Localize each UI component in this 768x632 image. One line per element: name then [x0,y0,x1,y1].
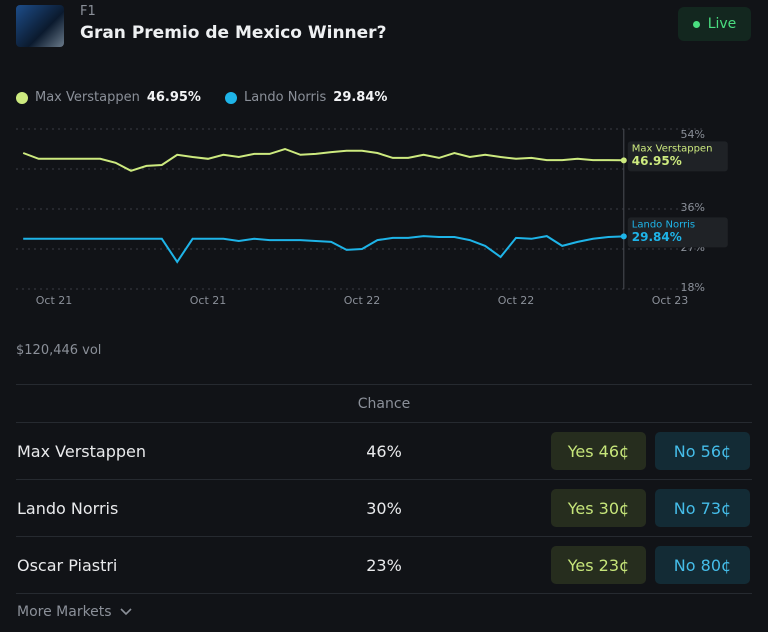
table-header: Chance [16,384,752,423]
market-row: Lando Norris 30% Yes 30¢ No 73¢ [16,480,752,537]
end-label-box [627,141,728,172]
legend-item: Lando Norris 29.84% [224,90,388,105]
outcome-chance: 46% [366,442,402,461]
live-dot [692,20,700,28]
x-tick-label: Oct 21 [36,294,73,307]
end-label-name: Lando Norris [632,219,695,230]
legend-name: Max Verstappen [35,90,140,105]
outcome-name: Lando Norris [17,499,119,518]
x-tick-label: Oct 22 [344,294,381,307]
outcome-chance: 30% [366,499,402,518]
more-markets[interactable]: More Markets [17,604,132,620]
legend-value: 29.84% [333,90,388,105]
end-dot [620,233,627,240]
legend: Max Verstappen 46.95% Lando Norris 29.84% [16,90,387,105]
market-title: Gran Premio de Mexico Winner? [80,23,387,43]
category: F1 [80,4,96,19]
legend-dot [224,91,237,104]
x-tick-label: Oct 21 [190,294,227,307]
end-label-value: 46.95% [632,154,682,168]
market-row: Max Verstappen 46% Yes 46¢ No 56¢ [16,423,752,480]
legend-dot [16,91,28,104]
buy-no[interactable]: No 56¢ [655,432,750,470]
end-dot [620,157,627,164]
chance-header: Chance [357,395,411,412]
series-line [22,147,624,172]
volume: $120,446 vol [16,343,102,358]
buy-yes[interactable]: Yes 30¢ [551,489,646,527]
x-tick-label: Oct 22 [498,294,535,307]
end-label-name: Max Verstappen [632,143,713,154]
buy-yes[interactable]: Yes 46¢ [551,432,646,470]
more-text: More Markets [17,604,112,620]
buy-yes[interactable]: Yes 23¢ [551,546,646,584]
buy-no[interactable]: No 73¢ [655,489,750,527]
y-tick-label: 54% [681,128,705,141]
market-icon [16,5,64,47]
outcome-name: Oscar Piastri [17,556,118,575]
y-tick-label: 18% [681,281,705,294]
legend-value: 46.95% [146,90,201,105]
y-tick-label: 36% [681,201,705,214]
live-badge[interactable]: Live [678,7,751,41]
end-label-value: 29.84% [632,230,682,244]
outcome-chance: 23% [366,556,402,575]
buy-no[interactable]: No 80¢ [655,546,750,584]
outcome-name: Max Verstappen [17,442,146,461]
legend-name: Lando Norris [243,90,327,105]
x-tick-label: Oct 23 [652,294,689,307]
legend-item: Max Verstappen 46.95% [16,90,201,105]
chevron [120,608,132,616]
market-row: Oscar Piastri 23% Yes 23¢ No 80¢ [16,537,752,594]
live-text: Live [707,16,737,32]
end-label-box [627,217,728,248]
series-line [23,235,624,264]
markets-table: Chance Max Verstappen 46% Yes 46¢ No 56¢ Lan… [16,384,752,594]
